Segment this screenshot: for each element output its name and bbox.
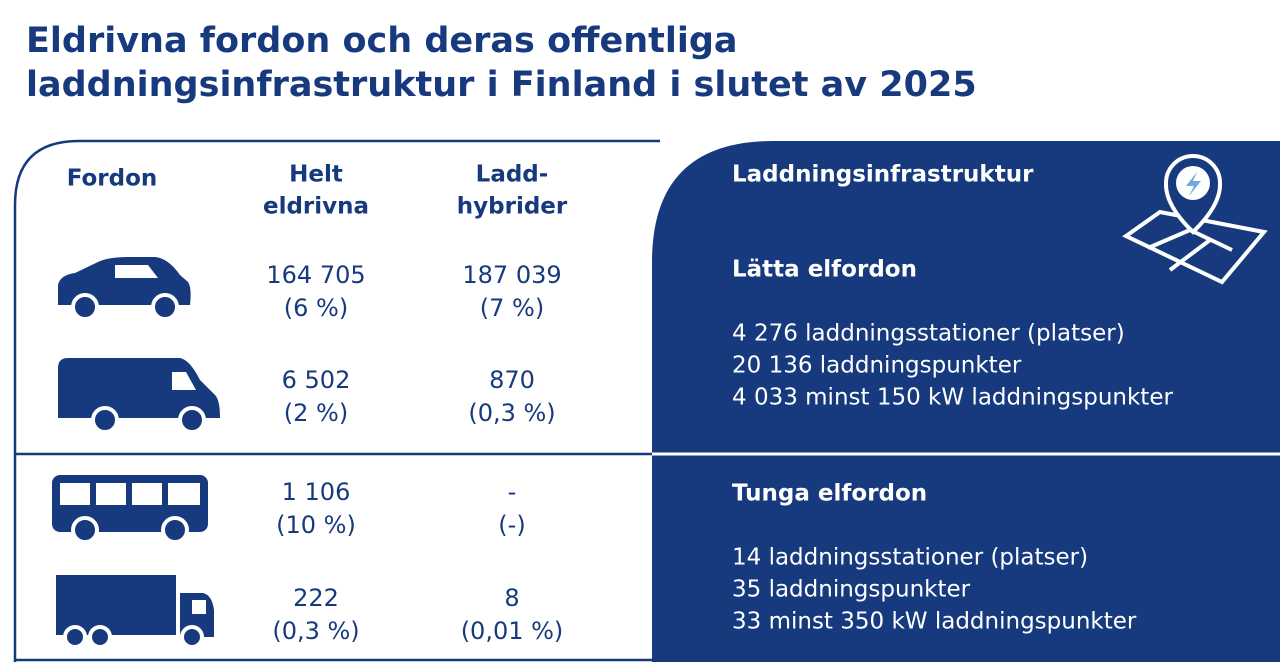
table-cell: (7 %)	[480, 294, 544, 322]
car-body	[58, 257, 191, 305]
car-window	[115, 265, 158, 278]
table-cell: (0,3 %)	[272, 617, 359, 645]
section-line: 20 136 laddningspunkter	[732, 353, 1022, 379]
section-line: 4 033 minst 150 kW laddningspunkter	[732, 385, 1173, 411]
infra-title: Laddningsinfrastruktur	[732, 162, 1034, 188]
table-cell: 6 502	[282, 366, 351, 394]
column-header: Helt	[289, 162, 343, 188]
table-cell: (6 %)	[284, 294, 348, 322]
table-cell: (0,01 %)	[461, 617, 564, 645]
section-line: 14 laddningsstationer (platser)	[732, 545, 1088, 571]
section-line: 35 laddningspunkter	[732, 577, 971, 603]
infra-sections: Lätta elfordon 4 276 laddningsstationer (…	[732, 257, 1173, 635]
bus-window	[96, 483, 126, 505]
column-header: hybrider	[457, 194, 568, 220]
table-cell: (0,3 %)	[468, 399, 555, 427]
table-cell: 8	[504, 584, 519, 612]
bus-icon	[52, 475, 208, 544]
infra-panel	[652, 141, 1280, 662]
title-line: Eldrivna fordon och deras offentliga	[26, 21, 738, 61]
truck-icon	[56, 575, 214, 649]
van-window	[172, 372, 196, 390]
wheel	[71, 516, 99, 544]
wheel	[63, 625, 87, 649]
table-cell: 187 039	[462, 261, 561, 289]
table-cell: -	[508, 478, 517, 506]
table-cell: (10 %)	[276, 511, 356, 539]
truck-window	[192, 600, 206, 614]
column-header: Ladd-	[476, 162, 549, 188]
wheel	[88, 625, 112, 649]
table-cell: 1 106	[282, 478, 351, 506]
table-cell: 870	[489, 366, 535, 394]
map-pin-icon	[1122, 154, 1268, 285]
bus-window	[132, 483, 162, 505]
bus-window	[168, 483, 200, 505]
title-line: laddningsinfrastruktur i Finland i slute…	[26, 65, 977, 105]
section-heading: Tunga elfordon	[732, 481, 927, 507]
section-heading: Lätta elfordon	[732, 257, 917, 283]
van-icon	[58, 358, 220, 434]
bolt	[1186, 172, 1201, 196]
table-cell: (2 %)	[284, 399, 348, 427]
section-line: 33 minst 350 kW laddningspunkter	[732, 609, 1137, 635]
table-cell: (-)	[498, 511, 525, 539]
table-border	[13, 139, 660, 662]
wheel	[180, 625, 204, 649]
wheel	[161, 516, 189, 544]
column-header: eldrivna	[263, 194, 369, 220]
wheel	[151, 293, 179, 321]
car-icon	[58, 257, 191, 321]
wheel	[71, 293, 99, 321]
map	[1122, 209, 1268, 285]
bus-window	[60, 483, 90, 505]
table-cell: 164 705	[266, 261, 365, 289]
section-line: 4 276 laddningsstationer (platser)	[732, 321, 1125, 347]
truck-cargo	[56, 575, 176, 635]
column-header: Fordon	[67, 166, 158, 192]
wheel	[178, 406, 206, 434]
table-cells: 164 705 (6 %) 187 039 (7 %) 6 502 (2 %) 870 (0,…	[266, 261, 563, 645]
wheel	[91, 406, 119, 434]
table-cell: 222	[293, 584, 339, 612]
